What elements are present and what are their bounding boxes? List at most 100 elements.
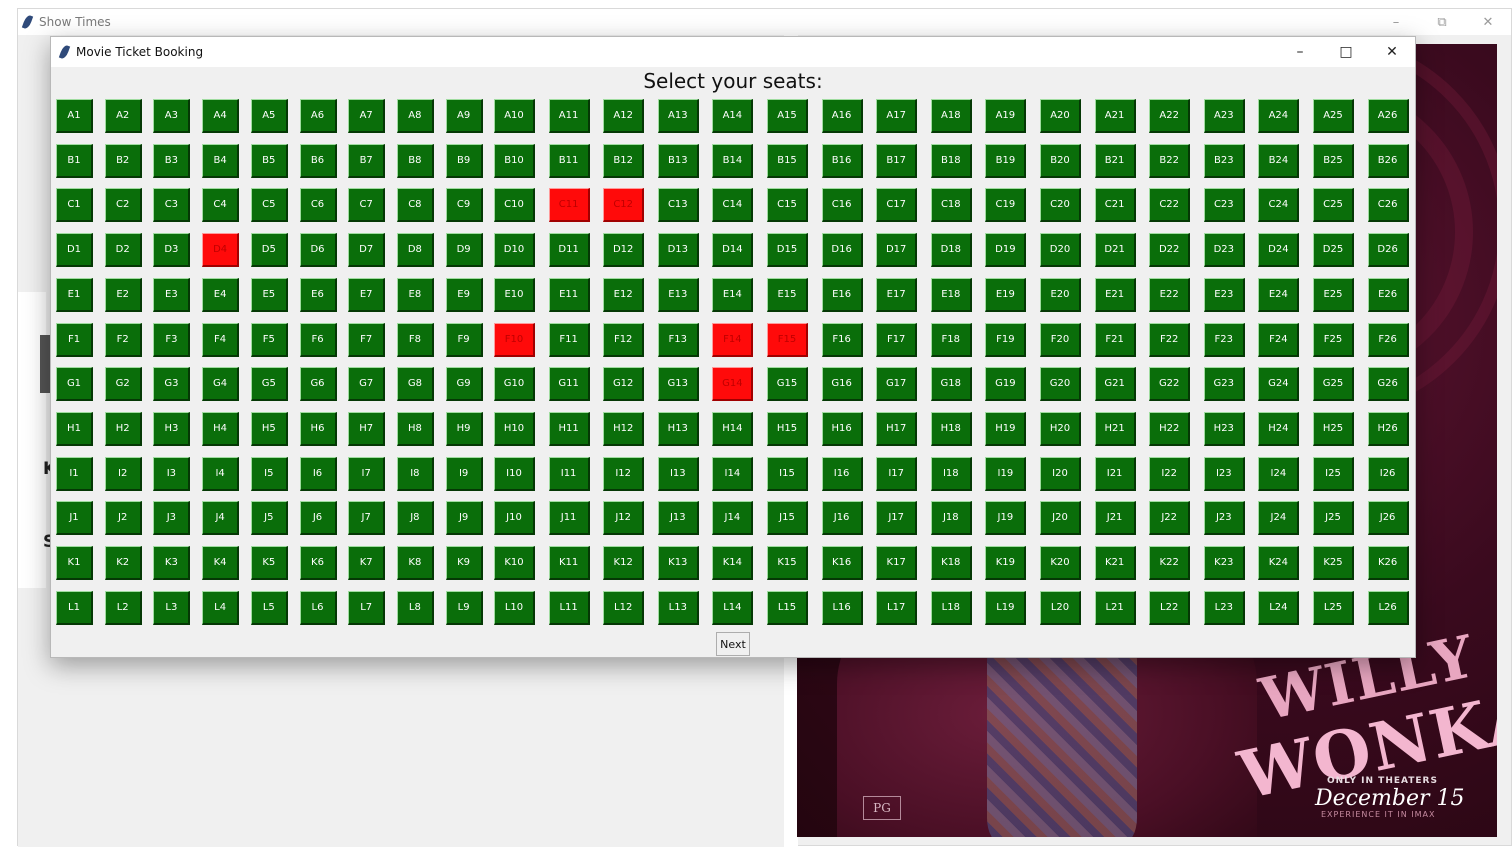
- seat-button-b22[interactable]: B22: [1149, 143, 1191, 178]
- seat-button-i22[interactable]: I22: [1149, 456, 1191, 491]
- seat-button-h18[interactable]: H18: [930, 411, 972, 446]
- seat-button-k19[interactable]: K19: [985, 546, 1027, 580]
- seat-button-d6[interactable]: D6: [299, 233, 337, 268]
- seat-button-c7[interactable]: C7: [348, 188, 386, 223]
- seat-button-a26[interactable]: A26: [1367, 99, 1409, 133]
- seat-button-d14[interactable]: D14: [712, 233, 754, 268]
- seat-button-d3[interactable]: D3: [153, 233, 191, 268]
- seat-button-e25[interactable]: E25: [1313, 277, 1354, 312]
- seat-button-a4[interactable]: A4: [202, 99, 240, 133]
- maximize-button[interactable]: □: [1339, 44, 1353, 60]
- seat-button-i7[interactable]: I7: [348, 456, 386, 491]
- seat-button-e8[interactable]: E8: [396, 277, 434, 312]
- seat-button-k13[interactable]: K13: [657, 546, 699, 580]
- seat-button-k2[interactable]: K2: [104, 546, 142, 580]
- seat-button-e7[interactable]: E7: [348, 277, 386, 312]
- seat-button-i14[interactable]: I14: [712, 456, 754, 491]
- seat-button-g7[interactable]: G7: [348, 367, 386, 402]
- seat-button-i17[interactable]: I17: [876, 456, 918, 491]
- seat-button-f26[interactable]: F26: [1367, 322, 1409, 357]
- seat-button-k18[interactable]: K18: [930, 546, 972, 580]
- seat-button-b19[interactable]: B19: [985, 143, 1027, 178]
- seat-button-i20[interactable]: I20: [1040, 456, 1081, 491]
- seat-button-f8[interactable]: F8: [396, 322, 434, 357]
- seat-button-h7[interactable]: H7: [348, 411, 386, 446]
- seat-button-f13[interactable]: F13: [657, 322, 699, 357]
- seat-button-f2[interactable]: F2: [104, 322, 142, 357]
- seat-button-j15[interactable]: J15: [767, 501, 808, 536]
- seat-button-d4[interactable]: D4: [202, 233, 240, 268]
- seat-button-c3[interactable]: C3: [153, 188, 191, 223]
- seat-button-h12[interactable]: H12: [603, 411, 645, 446]
- seat-button-l6[interactable]: L6: [299, 590, 337, 625]
- seat-button-i4[interactable]: I4: [202, 456, 240, 491]
- seat-button-i15[interactable]: I15: [767, 456, 808, 491]
- seat-button-k23[interactable]: K23: [1203, 546, 1245, 580]
- seat-button-l4[interactable]: L4: [202, 590, 240, 625]
- seat-button-f19[interactable]: F19: [985, 322, 1027, 357]
- seat-button-b15[interactable]: B15: [767, 143, 808, 178]
- bg-scroll-thumb[interactable]: [40, 335, 50, 393]
- seat-button-h24[interactable]: H24: [1258, 411, 1300, 446]
- seat-button-e15[interactable]: E15: [767, 277, 808, 312]
- seat-button-b21[interactable]: B21: [1094, 143, 1136, 178]
- seat-button-e19[interactable]: E19: [985, 277, 1027, 312]
- seat-button-h3[interactable]: H3: [153, 411, 191, 446]
- seat-button-a18[interactable]: A18: [930, 99, 972, 133]
- seat-button-a22[interactable]: A22: [1149, 99, 1191, 133]
- seat-button-c9[interactable]: C9: [445, 188, 483, 223]
- seat-button-h25[interactable]: H25: [1313, 411, 1354, 446]
- seat-button-a7[interactable]: A7: [348, 99, 386, 133]
- seat-button-e18[interactable]: E18: [930, 277, 972, 312]
- seat-button-e3[interactable]: E3: [153, 277, 191, 312]
- seat-button-a10[interactable]: A10: [494, 99, 535, 133]
- seat-button-a6[interactable]: A6: [299, 99, 337, 133]
- seat-button-f18[interactable]: F18: [930, 322, 972, 357]
- seat-button-f1[interactable]: F1: [56, 322, 93, 357]
- seat-button-e20[interactable]: E20: [1040, 277, 1081, 312]
- seat-button-c8[interactable]: C8: [396, 188, 434, 223]
- seat-button-c12[interactable]: C12: [603, 188, 645, 223]
- seat-button-l20[interactable]: L20: [1040, 590, 1081, 625]
- seat-button-c1[interactable]: C1: [56, 188, 93, 223]
- seat-button-g12[interactable]: G12: [603, 367, 645, 402]
- bg-restore-button[interactable]: ⧉: [1437, 14, 1447, 30]
- seat-button-i2[interactable]: I2: [104, 456, 142, 491]
- seat-button-i26[interactable]: I26: [1367, 456, 1409, 491]
- seat-button-b4[interactable]: B4: [202, 143, 240, 178]
- seat-button-a8[interactable]: A8: [396, 99, 434, 133]
- seat-button-a24[interactable]: A24: [1258, 99, 1300, 133]
- seat-button-g19[interactable]: G19: [985, 367, 1027, 402]
- seat-button-i18[interactable]: I18: [930, 456, 972, 491]
- seat-button-b11[interactable]: B11: [548, 143, 590, 178]
- seat-button-h6[interactable]: H6: [299, 411, 337, 446]
- seat-button-g1[interactable]: G1: [56, 367, 93, 402]
- seat-button-k22[interactable]: K22: [1149, 546, 1191, 580]
- seat-button-e24[interactable]: E24: [1258, 277, 1300, 312]
- seat-button-a11[interactable]: A11: [548, 99, 590, 133]
- seat-button-e12[interactable]: E12: [603, 277, 645, 312]
- seat-button-a9[interactable]: A9: [445, 99, 483, 133]
- seat-button-g21[interactable]: G21: [1094, 367, 1136, 402]
- seat-button-k4[interactable]: K4: [202, 546, 240, 580]
- seat-button-j26[interactable]: J26: [1367, 501, 1409, 536]
- seat-button-j19[interactable]: J19: [985, 501, 1027, 536]
- seat-button-a12[interactable]: A12: [603, 99, 645, 133]
- seat-button-h22[interactable]: H22: [1149, 411, 1191, 446]
- seat-button-e10[interactable]: E10: [494, 277, 535, 312]
- seat-button-b2[interactable]: B2: [104, 143, 142, 178]
- seat-button-j2[interactable]: J2: [104, 501, 142, 536]
- seat-button-f6[interactable]: F6: [299, 322, 337, 357]
- seat-button-i24[interactable]: I24: [1258, 456, 1300, 491]
- seat-button-k7[interactable]: K7: [348, 546, 386, 580]
- seat-button-i23[interactable]: I23: [1203, 456, 1245, 491]
- seat-button-j16[interactable]: J16: [821, 501, 863, 536]
- seat-button-c14[interactable]: C14: [712, 188, 754, 223]
- seat-button-k5[interactable]: K5: [250, 546, 288, 580]
- seat-button-l3[interactable]: L3: [153, 590, 191, 625]
- seat-button-j7[interactable]: J7: [348, 501, 386, 536]
- seat-button-c4[interactable]: C4: [202, 188, 240, 223]
- seat-button-g23[interactable]: G23: [1203, 367, 1245, 402]
- seat-button-e2[interactable]: E2: [104, 277, 142, 312]
- seat-button-l14[interactable]: L14: [712, 590, 754, 625]
